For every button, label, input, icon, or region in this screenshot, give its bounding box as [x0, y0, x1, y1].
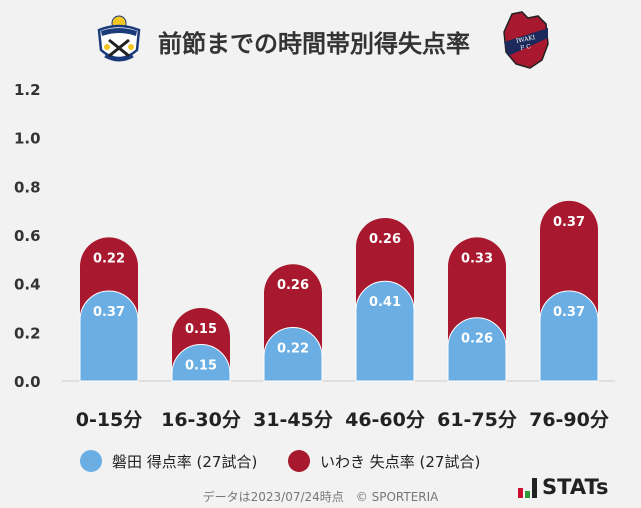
legend-item-away: いわき 失点率 (27試合)	[288, 450, 480, 472]
y-tick-label: 0.6	[14, 227, 41, 245]
home-team-logo	[95, 14, 143, 70]
bar-home	[447, 317, 507, 382]
data-label-away: 0.26	[369, 232, 401, 247]
away-team-logo: IWAKI F C	[502, 10, 550, 74]
data-label-away: 0.37	[553, 215, 585, 230]
y-tick-label: 0.0	[14, 373, 41, 391]
bar-home	[263, 327, 323, 382]
bar-home	[79, 290, 139, 382]
y-tick-label: 0.4	[14, 276, 41, 294]
bar-home	[171, 344, 231, 382]
y-tick-label: 1.0	[14, 130, 41, 148]
legend-label-home: 磐田 得点率 (27試合)	[112, 452, 258, 471]
stats-bars-icon	[518, 478, 537, 498]
data-label-home: 0.37	[553, 305, 585, 320]
data-label-away: 0.22	[93, 251, 125, 266]
y-tick-label: 0.8	[14, 178, 41, 196]
stacked-bar-chart: 0.0 0.2 0.4 0.6 0.8 1.0 1.2 0.22 0.37 0-15分 0.15 0.…	[14, 81, 615, 431]
stats-logo: STATs	[518, 476, 608, 498]
x-tick-label: 46-60分	[345, 409, 425, 431]
x-tick-label: 31-45分	[253, 409, 333, 431]
svg-text:IWAKI: IWAKI	[515, 34, 536, 45]
data-label-home: 0.26	[461, 332, 493, 347]
data-label-home: 0.22	[277, 341, 309, 356]
chart-title: 前節までの時間帯別得失点率	[158, 30, 470, 58]
legend-swatch-home	[80, 450, 102, 472]
y-tick-label: 0.2	[14, 324, 41, 342]
legend-label-away: いわき 失点率 (27試合)	[320, 452, 481, 471]
svg-text:F C: F C	[520, 43, 532, 52]
data-label-home: 0.37	[93, 305, 125, 320]
data-label-away: 0.15	[185, 322, 217, 337]
bar-home	[355, 280, 415, 382]
stats-brand: STATs	[542, 475, 609, 499]
data-label-away: 0.33	[461, 251, 493, 266]
x-tick-label: 16-30分	[161, 409, 241, 431]
data-label-home: 0.15	[185, 359, 217, 374]
y-tick-label: 1.2	[14, 81, 41, 99]
footer-note: データは2023/07/24時点 © SPORTERIA	[202, 490, 439, 504]
legend-item-home: 磐田 得点率 (27試合)	[80, 450, 257, 472]
x-tick-label: 61-75分	[437, 409, 517, 431]
data-label-home: 0.41	[369, 295, 401, 310]
data-label-away: 0.26	[277, 278, 309, 293]
x-tick-label: 76-90分	[529, 409, 609, 431]
x-tick-label: 0-15分	[76, 409, 143, 431]
legend-swatch-away	[288, 450, 310, 472]
bar-home	[539, 290, 599, 382]
